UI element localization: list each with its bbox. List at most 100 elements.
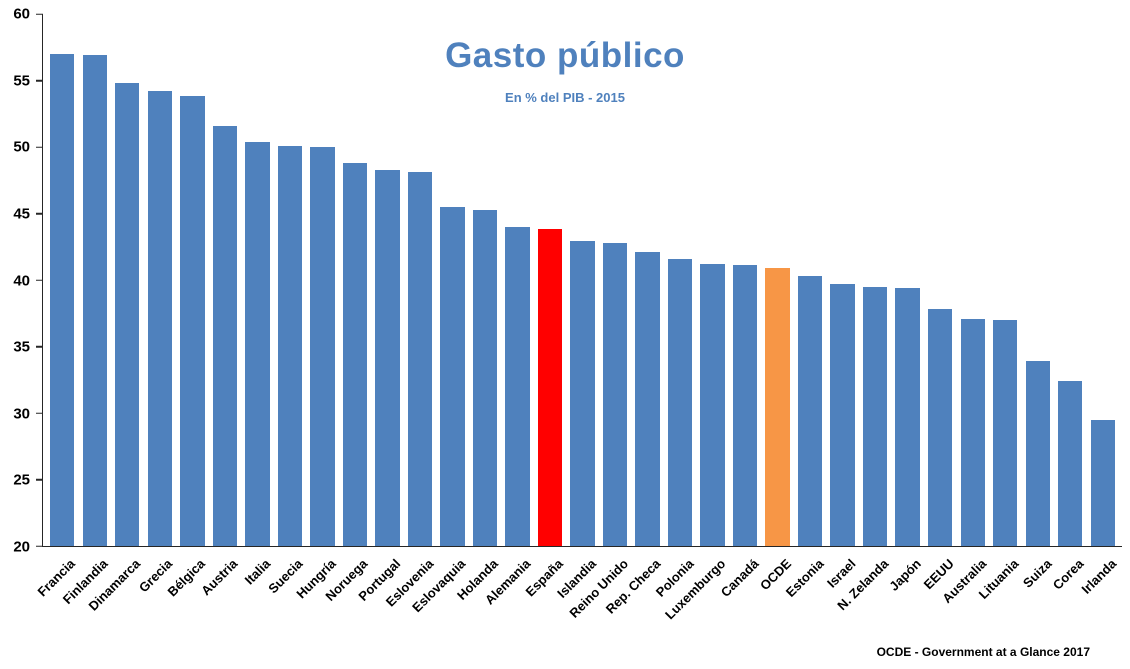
bar-slot xyxy=(339,14,372,546)
bar-slot xyxy=(144,14,177,546)
bar-slot xyxy=(891,14,924,546)
y-tick-mark xyxy=(36,545,43,547)
bar-slot xyxy=(859,14,892,546)
bar-slot xyxy=(469,14,502,546)
bar-Estonia xyxy=(797,276,823,546)
y-tick-label: 50 xyxy=(13,138,30,156)
x-axis-labels: Francia Finlandia Dinamarca Grecia Bélgica Au… xyxy=(35,549,1122,639)
bar-slot xyxy=(664,14,697,546)
x-tick-label: Japón xyxy=(886,556,925,594)
bar-slot xyxy=(111,14,144,546)
bar-Rep. Checa xyxy=(635,252,660,546)
bar-Japón xyxy=(895,287,920,546)
bar-slot xyxy=(1054,14,1087,546)
bar-slot xyxy=(46,14,79,546)
bar-slot xyxy=(1087,14,1120,546)
bar-slot xyxy=(176,14,209,546)
x-label-slot: Dinamarca xyxy=(85,549,143,639)
bar-Luxemburgo xyxy=(700,264,725,546)
bar-slot xyxy=(631,14,664,546)
y-tick-label: 35 xyxy=(13,338,30,356)
bar-slot xyxy=(404,14,437,546)
y-tick-label: 20 xyxy=(13,538,30,556)
bar-Portugal xyxy=(375,169,400,546)
bar-EEUU xyxy=(927,309,953,546)
y-tick-label: 55 xyxy=(13,72,30,90)
x-label-slot: Lituania xyxy=(976,549,1022,639)
y-axis: 20 25 30 35 40 45 50 55 60 xyxy=(0,6,40,556)
bar-Grecia xyxy=(147,91,172,546)
bar-Bélgica xyxy=(180,96,205,546)
bar-Austria xyxy=(212,125,238,546)
chart-title: Gasto público xyxy=(445,36,685,75)
bar-slot xyxy=(599,14,632,546)
bar-slot xyxy=(924,14,957,546)
bar-Canadá xyxy=(732,265,758,546)
bar-España xyxy=(537,229,563,546)
x-label-slot: Japón xyxy=(886,549,924,639)
bar-slot xyxy=(956,14,989,546)
y-tick-label: 40 xyxy=(13,272,30,289)
bar-Italia xyxy=(245,141,270,546)
bar-Dinamarca xyxy=(115,83,140,546)
y-tick-mark xyxy=(36,146,43,148)
x-label-slot: Bélgica xyxy=(165,549,208,639)
bar-slot xyxy=(1021,14,1054,546)
bar-slot xyxy=(371,14,404,546)
bar-Suiza xyxy=(1025,361,1050,546)
y-tick-mark xyxy=(36,345,43,348)
x-label-slot: Austria xyxy=(198,549,240,639)
bar-Hungría xyxy=(310,147,335,546)
bar-Israel xyxy=(830,284,855,546)
bar-slot xyxy=(436,14,469,546)
chart-subtitle: En % del PIB - 2015 xyxy=(505,90,625,105)
y-tick-mark xyxy=(36,478,43,481)
y-tick-label: 25 xyxy=(13,471,30,489)
bar-slot xyxy=(826,14,859,546)
bar-Holanda xyxy=(472,209,498,546)
x-label-slot: N. Zelanda xyxy=(834,549,891,639)
bar-slot xyxy=(274,14,307,546)
bar-slot xyxy=(209,14,242,546)
bar-Finlandia xyxy=(82,55,107,546)
bar-Australia xyxy=(960,318,985,546)
bar-slot xyxy=(989,14,1022,546)
x-label-slot: Irlanda xyxy=(1079,549,1120,639)
bar-slot xyxy=(241,14,274,546)
x-label-slot: Suiza xyxy=(1019,549,1055,639)
source-caption: OCDE - Government at a Glance 2017 xyxy=(876,645,1090,659)
bar-slot xyxy=(761,14,794,546)
bar-slot xyxy=(79,14,112,546)
bar-slot xyxy=(566,14,599,546)
bar-Suecia xyxy=(277,145,303,546)
y-tick-mark xyxy=(36,79,43,82)
x-label-slot: Estonia xyxy=(783,549,827,639)
y-tick-mark xyxy=(36,412,43,414)
bar-slot xyxy=(696,14,729,546)
bar-slot xyxy=(501,14,534,546)
y-tick-mark xyxy=(36,279,43,281)
x-tick-label: Suiza xyxy=(1019,556,1055,591)
bar-Eslovenia xyxy=(407,172,433,546)
bar-OCDE xyxy=(765,268,790,546)
bar-Corea xyxy=(1058,381,1083,546)
x-label-slot: Canadá xyxy=(718,549,762,639)
bar-Noruega xyxy=(342,162,368,546)
bar-Irlanda xyxy=(1090,419,1115,546)
bar-slot xyxy=(794,14,827,546)
bar-Alemania xyxy=(505,226,530,546)
bar-slot xyxy=(534,14,567,546)
bar-Lituania xyxy=(993,319,1018,546)
x-label-slot: Italia xyxy=(240,549,274,639)
bars-container xyxy=(43,14,1122,546)
y-tick-label: 45 xyxy=(13,205,30,223)
x-label-slot: Corea xyxy=(1050,549,1087,639)
plot-area xyxy=(36,13,1122,547)
y-tick-mark xyxy=(36,212,43,215)
y-tick-mark xyxy=(36,13,43,15)
bar-Reino Unido xyxy=(602,242,628,546)
y-tick-label: 30 xyxy=(13,405,30,423)
bar-Polonia xyxy=(667,258,693,546)
y-tick-label: 60 xyxy=(13,5,30,23)
